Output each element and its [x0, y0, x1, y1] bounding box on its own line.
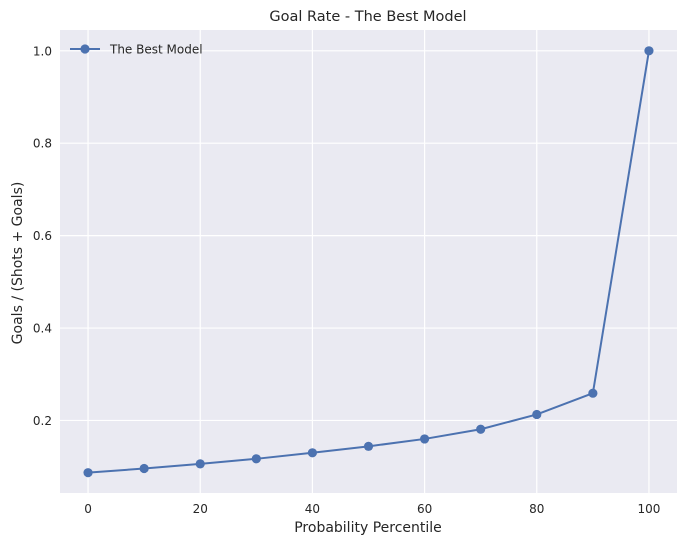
- data-point: [419, 434, 430, 444]
- data-point: [532, 409, 542, 420]
- data-point: [644, 46, 654, 56]
- x-tick-label: 40: [305, 502, 320, 516]
- data-point: [476, 424, 486, 434]
- data-point: [251, 454, 261, 464]
- x-tick-label: 0: [84, 502, 92, 516]
- data-point: [139, 463, 149, 474]
- x-tick-label: 100: [638, 502, 661, 516]
- y-tick-label: 0.6: [33, 229, 52, 243]
- y-axis-label: Goals / (Shots + Goals): [10, 182, 26, 345]
- data-point: [588, 388, 598, 398]
- y-tick-label: 0.8: [33, 137, 52, 151]
- data-point: [83, 468, 93, 478]
- y-tick-label: 0.4: [33, 322, 52, 336]
- x-tick-label: 20: [193, 502, 208, 516]
- x-axis-label: Probability Percentile: [294, 520, 442, 536]
- y-tick-label: 0.2: [33, 414, 52, 428]
- plot-area: [60, 30, 677, 493]
- grid-lines: [60, 30, 677, 493]
- x-tick-label: 60: [417, 502, 432, 516]
- data-point: [195, 459, 205, 469]
- legend-marker: [80, 44, 90, 54]
- y-tick-label: 1.0: [33, 44, 52, 58]
- legend: The Best Model: [70, 43, 203, 57]
- data-point: [363, 441, 374, 451]
- legend-label: The Best Model: [109, 43, 203, 57]
- data-point: [307, 448, 318, 458]
- chart-title: Goal Rate - The Best Model: [269, 9, 466, 25]
- x-tick-label: 80: [529, 502, 544, 516]
- tick-labels: 0 20 40 60 80 100 0.2 0.4 0.6 0.8 1.0: [33, 44, 661, 516]
- series-layer: [83, 46, 654, 478]
